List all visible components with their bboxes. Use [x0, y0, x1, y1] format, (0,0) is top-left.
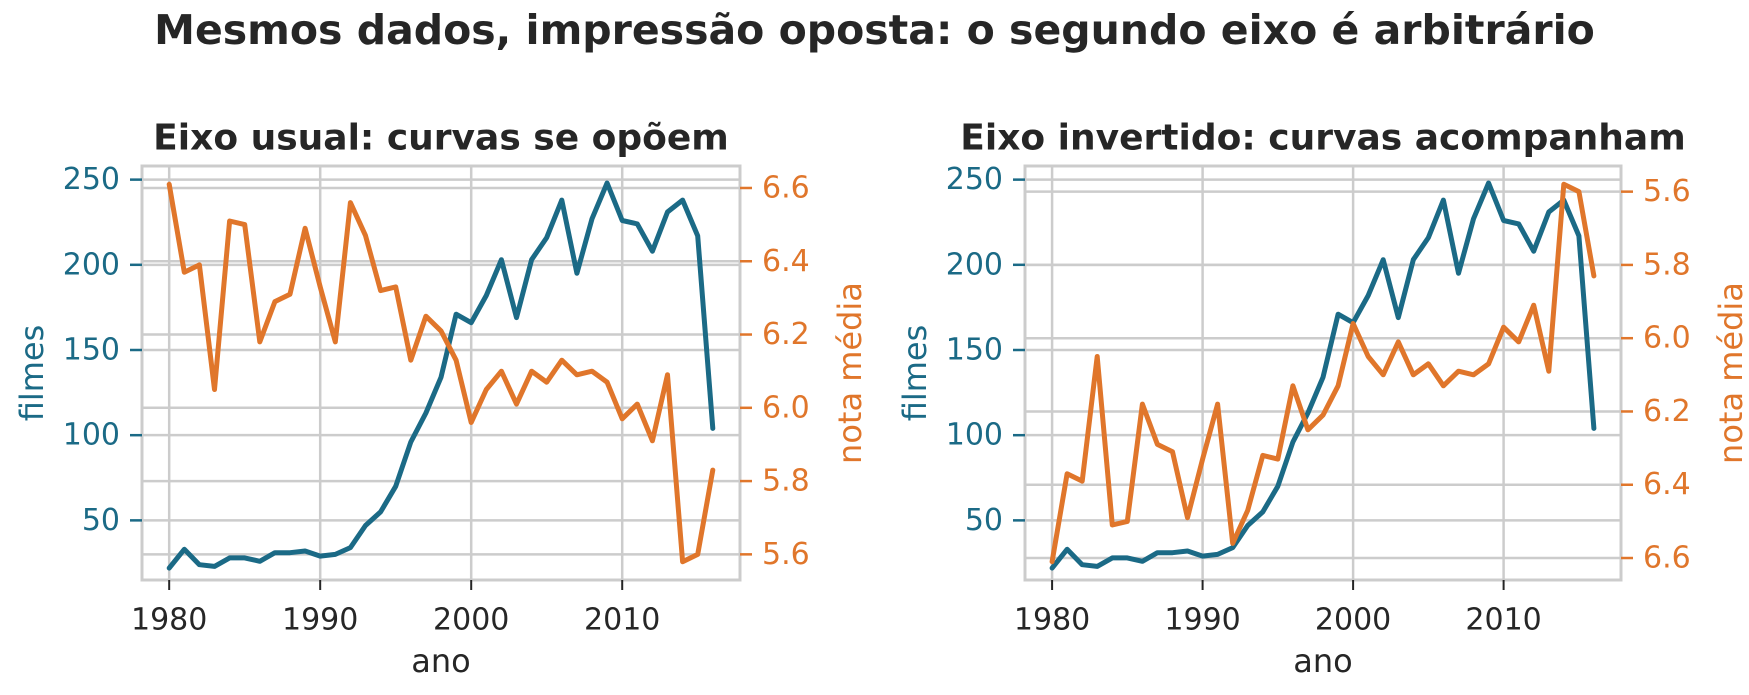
- panel2-y2tick-label: 6.4: [1643, 467, 1691, 502]
- panel1-y2label: nota média: [831, 282, 869, 464]
- panel1-title: Eixo usual: curvas se opõem: [153, 118, 729, 159]
- panel1-y2tick-label: 6.2: [762, 317, 810, 352]
- panel1-y2tick-label: 6.0: [762, 390, 810, 425]
- panel2-y2tick-label: 6.0: [1643, 321, 1691, 356]
- panel1-filmes-line: [166, 180, 716, 571]
- figure-title: Mesmos dados, impressão oposta: o segund…: [154, 6, 1595, 54]
- panel2-ytick-label: 50: [965, 503, 1003, 538]
- panel1-xtick-label: 1980: [131, 603, 207, 638]
- panel2-ytick-label: 250: [946, 162, 1003, 197]
- panel2-filmes-line: [1049, 180, 1597, 571]
- panel1-y2tick-label: 6.4: [762, 244, 810, 279]
- panel2-ylabel: filmes: [896, 325, 934, 422]
- panel1-frame: [140, 164, 742, 582]
- panel1-ylabel: filmes: [13, 325, 51, 422]
- panel2-title: Eixo invertido: curvas acompanham: [960, 118, 1685, 159]
- panel1-nota-line: [166, 181, 716, 565]
- panel2-y2label: nota média: [1712, 282, 1749, 464]
- panel1-y2tick-label: 5.6: [762, 537, 810, 572]
- panel1-ytick-label: 250: [63, 162, 120, 197]
- panel2-ytick-label: 150: [946, 333, 1003, 368]
- panel1-y2tick-label: 5.8: [762, 464, 810, 499]
- panel1-ytick-label: 150: [63, 333, 120, 368]
- panel1-ytick-label: 200: [63, 247, 120, 282]
- panel1-xtick-label: 1990: [282, 603, 358, 638]
- panel2-y2tick-label: 5.6: [1643, 174, 1691, 209]
- panel2-ytick-label: 200: [946, 247, 1003, 282]
- panel1-y2tick-label: 6.6: [762, 170, 810, 205]
- panel2-y2tick-label: 5.8: [1643, 247, 1691, 282]
- panel2-xtick-label: 2010: [1465, 603, 1541, 638]
- panel2-frame: [1023, 164, 1623, 582]
- panel2-nota-line: [1049, 181, 1597, 565]
- panel1-xtick-label: 2000: [433, 603, 509, 638]
- panel2-xtick-label: 2000: [1315, 603, 1391, 638]
- panel1-xtick-label: 2010: [584, 603, 660, 638]
- panel2-xlabel: ano: [1293, 642, 1352, 680]
- panel2-y2tick-label: 6.6: [1643, 541, 1691, 576]
- panel1-xlabel: ano: [411, 642, 470, 680]
- panel2-y2tick-label: 6.2: [1643, 394, 1691, 429]
- panel2-xtick-label: 1990: [1164, 603, 1240, 638]
- panel2-xtick-label: 1980: [1014, 603, 1090, 638]
- panel1-ytick-label: 50: [82, 503, 120, 538]
- panel2-ytick-label: 100: [946, 418, 1003, 453]
- panel1-ytick-label: 100: [63, 418, 120, 453]
